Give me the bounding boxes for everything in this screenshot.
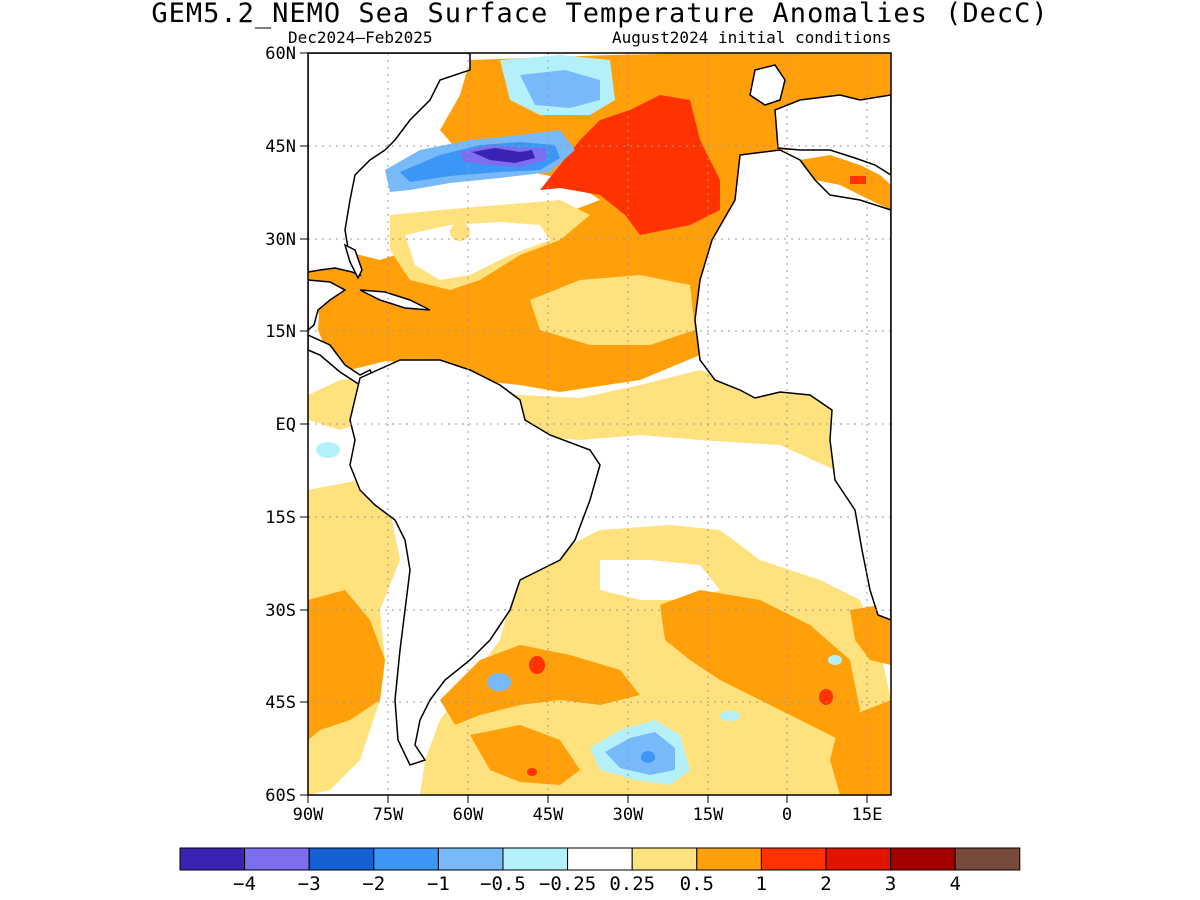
colorbar-swatch	[373, 847, 439, 871]
lon-label-15w: 15W	[693, 805, 724, 825]
colorbar-swatch	[954, 847, 1021, 871]
colorbar-swatch	[179, 847, 246, 871]
lon-label-30w: 30W	[613, 805, 644, 825]
lon-label-45w: 45W	[533, 805, 564, 825]
mild-warm-east-subtropics	[530, 275, 695, 345]
colorbar-swatch	[437, 847, 504, 871]
colorbar-label: 2	[820, 873, 831, 895]
lat-label-eq: EQ	[276, 415, 296, 435]
colorbar-label: −0.25	[539, 873, 596, 895]
cold-core-north	[520, 70, 600, 108]
land-europe	[774, 94, 891, 176]
strong-warm-spot-2	[819, 689, 833, 705]
lat-label-60s: 60S	[265, 786, 296, 806]
colorbar-label: 0.5	[680, 873, 714, 895]
lat-label-45n: 45N	[265, 137, 296, 157]
warm-region-south-atlantic-sw	[470, 725, 580, 785]
lat-label-15n: 15N	[265, 322, 296, 342]
warm-region-south-atlantic-west	[440, 645, 640, 725]
strong-warm-spot-1	[529, 656, 545, 674]
colorbar-label: 0.25	[609, 873, 655, 895]
cold-inner-south-atlantic	[605, 732, 675, 775]
lon-label-90w: 90W	[293, 805, 324, 825]
colorbar-swatch	[567, 847, 633, 871]
land-north-america	[308, 53, 471, 277]
warm-region-southeast-corner	[830, 700, 891, 795]
warm-region-north-atlantic	[308, 53, 891, 392]
colorbar-swatch	[502, 847, 569, 871]
colorbar-label: 3	[885, 873, 896, 895]
lat-label-30n: 30N	[265, 230, 296, 250]
land-africa	[694, 149, 891, 621]
cold-spot-southeast-2	[828, 655, 842, 665]
lon-label-60w: 60W	[453, 805, 484, 825]
land-central-america	[308, 279, 347, 331]
lon-label-15e: 15E	[852, 805, 883, 825]
cold-spot-argentina	[487, 673, 511, 691]
colorbar-swatch	[760, 847, 827, 871]
colorbar: −4 −3 −2 −1 −0.5 −0.25 0.25 0.5 1 2 3 4	[179, 847, 1021, 895]
lat-label-45s: 45S	[265, 693, 296, 713]
forecast-period: Dec2024–Feb2025	[288, 28, 433, 47]
warm-spot-gulf	[450, 223, 470, 241]
colorbar-label: 1	[756, 873, 767, 895]
warm-region-south-atlantic-east	[660, 590, 860, 740]
strongest-cold-core	[472, 148, 535, 163]
colorbar-label: 4	[949, 873, 960, 895]
lat-label-60n: 60N	[265, 44, 296, 64]
colorbar-swatch	[696, 847, 762, 871]
colorbar-label: −1	[427, 873, 450, 895]
cold-spot-pacific	[316, 442, 340, 458]
land-british-isles	[749, 64, 786, 106]
lon-label-0: 0	[782, 805, 792, 825]
lat-label-15s: 15S	[265, 508, 296, 528]
colorbar-swatch	[244, 847, 310, 871]
strong-warm-spot-3	[527, 768, 537, 776]
land-florida	[343, 243, 363, 280]
neutral-core-subtropics	[405, 222, 550, 280]
colorbar-label: −4	[233, 873, 256, 895]
colorbar-label: −0.5	[480, 873, 526, 895]
colorbar-swatch	[825, 847, 892, 871]
lat-lon-grid	[308, 53, 891, 795]
colorbar-label: −2	[362, 873, 385, 895]
strong-warm-core-ne-atlantic	[540, 95, 720, 235]
mild-warm-south-atlantic	[420, 525, 891, 795]
warm-region-south-africa-coast	[850, 605, 891, 665]
neutral-gap-south-atlantic	[600, 560, 720, 600]
cold-core-south-atlantic	[641, 751, 655, 763]
colorbar-label: −3	[298, 873, 321, 895]
tick-marks	[300, 52, 868, 803]
anomaly-field	[308, 53, 891, 795]
warm-region-mediterranean	[800, 155, 891, 210]
land-cuba	[359, 289, 431, 311]
colorbar-swatch	[631, 847, 698, 871]
lat-label-30s: 30S	[265, 601, 296, 621]
map-title: GEM5.2_NEMO Sea Surface Temperature Anom…	[151, 0, 1049, 29]
colorbar-swatch	[890, 847, 956, 871]
land-south-america	[349, 359, 601, 766]
strong-warm-mediterranean	[850, 176, 866, 184]
colorbar-swatch	[308, 847, 375, 871]
lon-label-75w: 75W	[373, 805, 404, 825]
warm-region-caribbean	[315, 290, 480, 370]
initial-conditions: August2024 initial conditions	[612, 28, 892, 47]
cold-spot-southeast	[720, 711, 740, 721]
